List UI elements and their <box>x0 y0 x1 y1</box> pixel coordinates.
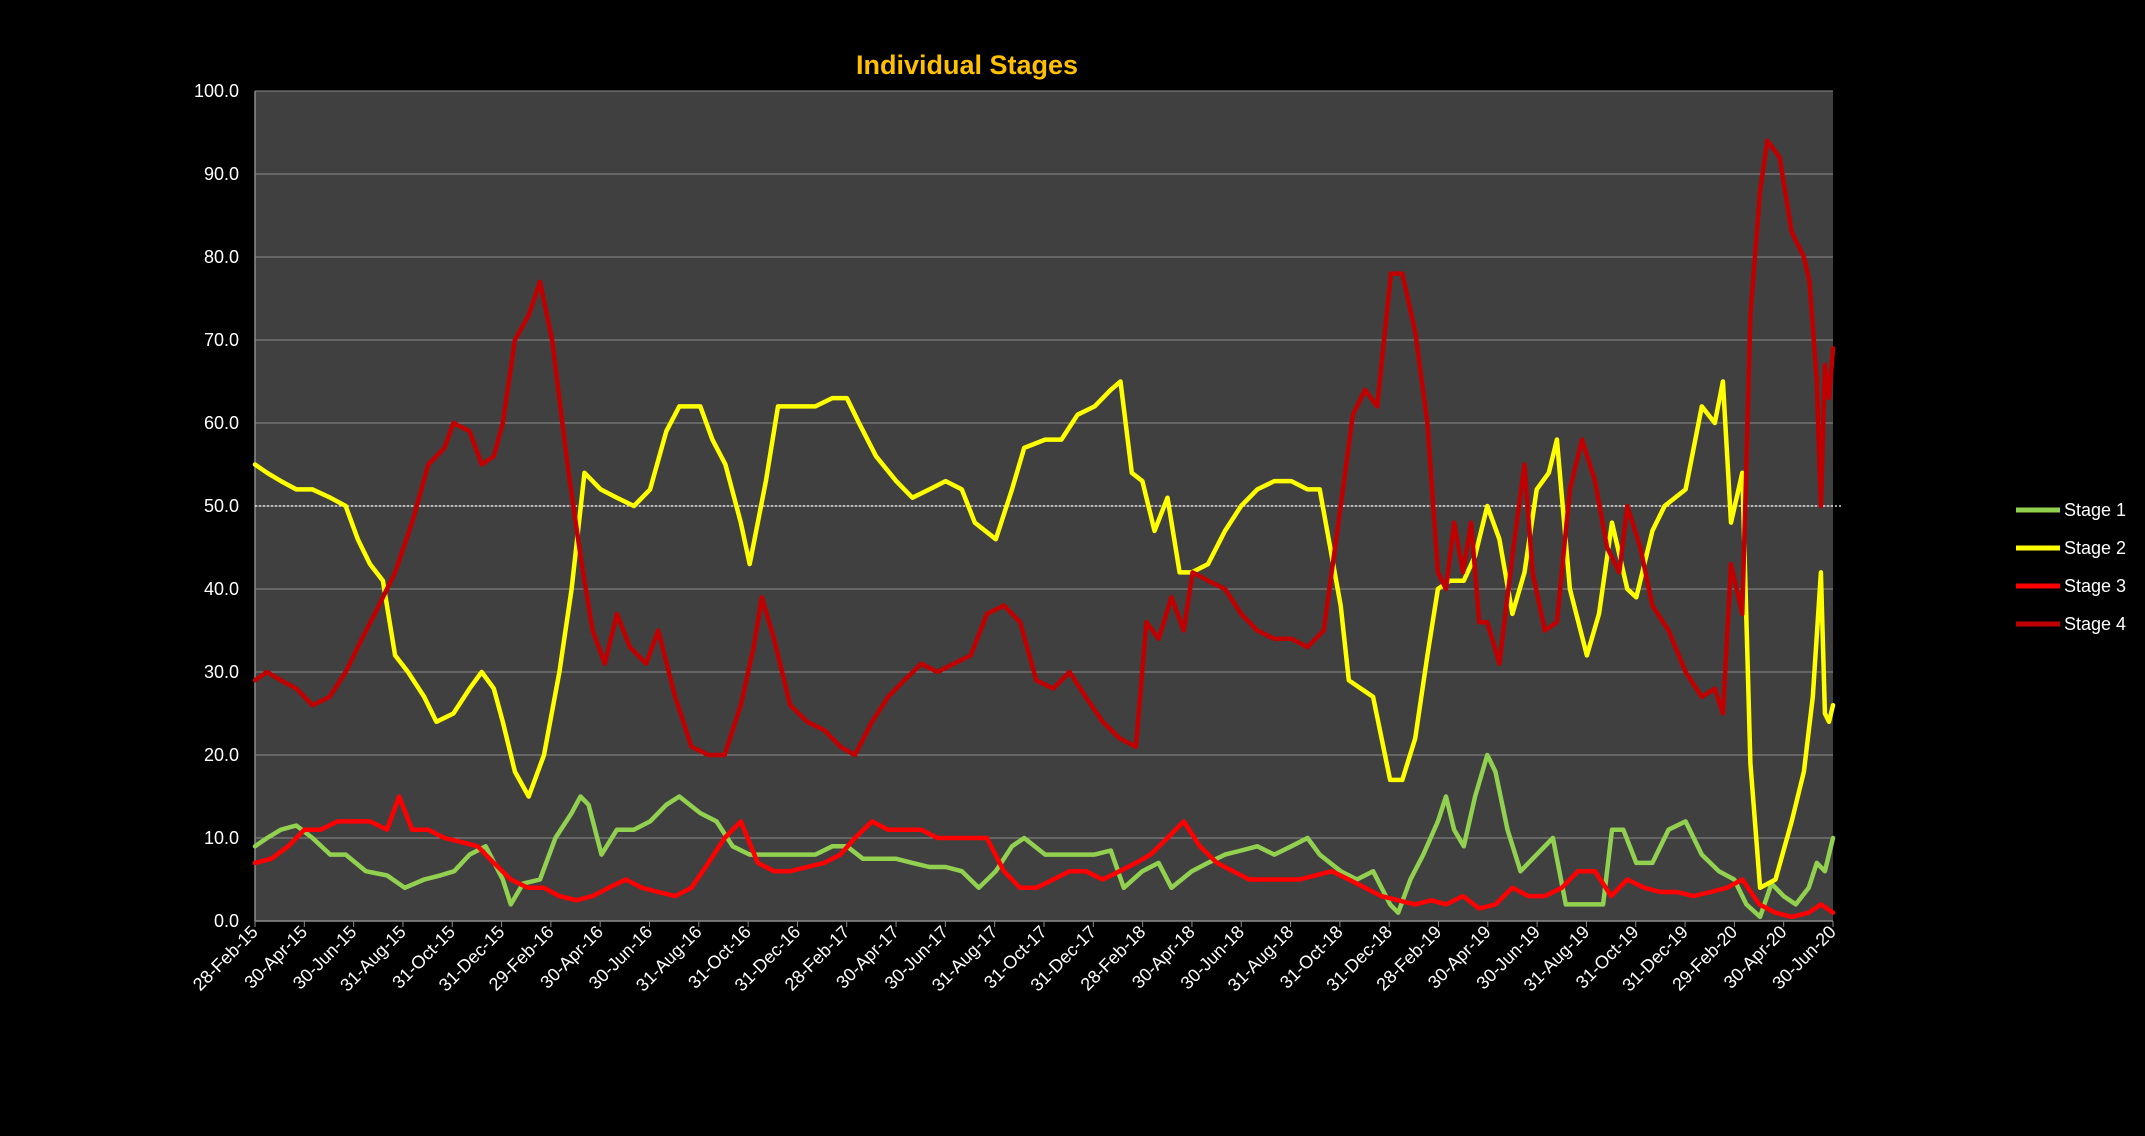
series-line-stage-1 <box>252 752 1836 920</box>
legend-label: Stage 3 <box>2064 576 2126 596</box>
y-tick-label: 70.0 <box>204 330 239 350</box>
y-tick-label: 40.0 <box>204 579 239 599</box>
y-tick-label: 100.0 <box>194 81 239 101</box>
legend: Stage 1 Stage 2 Stage 3 Stage 4 <box>2016 500 2126 634</box>
series-line-stage-2 <box>252 379 1836 891</box>
legend-label: Stage 4 <box>2064 614 2126 634</box>
series-line-stage-4 <box>252 138 1836 758</box>
y-tick-label: 80.0 <box>204 247 239 267</box>
y-tick-label: 10.0 <box>204 828 239 848</box>
y-tick-label: 30.0 <box>204 662 239 682</box>
legend-label: Stage 1 <box>2064 500 2126 520</box>
legend-label: Stage 2 <box>2064 538 2126 558</box>
series-line-stage-3 <box>252 794 1836 920</box>
y-axis-ticks: 0.0 10.0 20.0 30.0 40.0 50.0 60.0 70.0 80.0 90.0 1… <box>194 81 239 931</box>
series-lines <box>252 138 1836 920</box>
y-tick-label: 50.0 <box>204 496 239 516</box>
y-tick-label: 90.0 <box>204 164 239 184</box>
y-tick-label: 0.0 <box>214 911 239 931</box>
y-tick-label: 20.0 <box>204 745 239 765</box>
y-tick-label: 60.0 <box>204 413 239 433</box>
chart-title: Individual Stages <box>856 50 1078 80</box>
